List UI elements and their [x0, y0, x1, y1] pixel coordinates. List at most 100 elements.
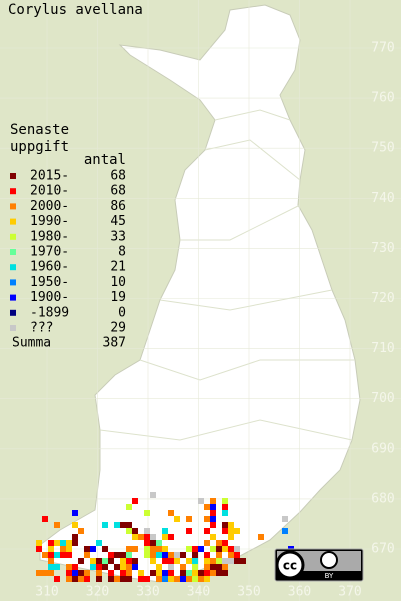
observation-square	[204, 564, 210, 570]
license-badge: cc BY	[274, 548, 364, 582]
observation-square	[120, 570, 126, 576]
observation-square	[204, 504, 210, 510]
observation-square	[222, 522, 228, 528]
observation-square	[156, 564, 162, 570]
observation-square	[96, 540, 102, 546]
observation-square	[150, 492, 156, 498]
observation-square	[126, 552, 132, 558]
legend-count: 45	[110, 214, 126, 229]
observation-square	[162, 528, 168, 534]
observation-square	[180, 552, 186, 558]
observation-square	[150, 534, 156, 540]
observation-square	[186, 576, 192, 582]
observation-square	[240, 558, 246, 564]
observation-square	[102, 522, 108, 528]
observation-square	[216, 558, 222, 564]
observation-square	[168, 534, 174, 540]
observation-square	[204, 552, 210, 558]
observation-square	[180, 576, 186, 582]
legend-label: ???	[30, 321, 53, 336]
observation-square	[228, 528, 234, 534]
observation-square	[102, 546, 108, 552]
observation-square	[216, 552, 222, 558]
x-axis-label: 370	[338, 585, 361, 600]
observation-square	[132, 534, 138, 540]
legend-label: 2000-	[30, 199, 69, 214]
observation-square	[66, 570, 72, 576]
observation-square	[204, 558, 210, 564]
observation-square	[48, 564, 54, 570]
observation-square	[48, 552, 54, 558]
observation-square	[186, 558, 192, 564]
observation-square	[180, 564, 186, 570]
observation-square	[66, 564, 72, 570]
observation-square	[84, 552, 90, 558]
observation-square	[126, 558, 132, 564]
legend-swatch	[10, 309, 16, 316]
observation-square	[48, 540, 54, 546]
observation-square	[84, 546, 90, 552]
land	[39, 4, 361, 583]
observation-square	[72, 564, 78, 570]
legend-label: 1980-	[30, 229, 69, 244]
observation-square	[180, 570, 186, 576]
observation-square	[78, 576, 84, 582]
legend-swatch	[10, 279, 16, 286]
observation-square	[216, 570, 222, 576]
legend-count: 0	[118, 305, 126, 320]
title: Corylus avellana	[8, 2, 143, 18]
observation-square	[108, 558, 114, 564]
observation-square	[90, 558, 96, 564]
observation-square	[54, 576, 60, 582]
observation-square	[150, 546, 156, 552]
observation-square	[216, 540, 222, 546]
observation-square	[204, 576, 210, 582]
observation-square	[108, 552, 114, 558]
observation-square	[60, 552, 66, 558]
observation-square	[126, 546, 132, 552]
legend-label: 2015-	[30, 169, 69, 184]
observation-square	[204, 516, 210, 522]
observation-square	[120, 522, 126, 528]
observation-square	[126, 528, 132, 534]
observation-square	[132, 498, 138, 504]
legend-swatch	[10, 233, 16, 240]
legend-count: 19	[110, 290, 126, 305]
legend-swatch	[10, 325, 16, 331]
observation-square	[108, 576, 114, 582]
observation-square	[162, 576, 168, 582]
y-axis-label: 680	[371, 491, 394, 506]
legend-swatch	[10, 294, 16, 301]
legend-label: 1970-	[30, 245, 69, 260]
observation-square	[222, 558, 228, 564]
legend-title: uppgift	[10, 139, 69, 155]
observation-square	[168, 570, 174, 576]
observation-square	[210, 558, 216, 564]
observation-square	[222, 570, 228, 576]
observation-square	[72, 540, 78, 546]
observation-square	[126, 504, 132, 510]
observation-square	[192, 564, 198, 570]
legend-count: 86	[110, 199, 126, 214]
observation-square	[126, 576, 132, 582]
observation-square	[228, 552, 234, 558]
observation-square	[72, 522, 78, 528]
observation-square	[222, 564, 228, 570]
observation-square	[114, 522, 120, 528]
observation-square	[198, 576, 204, 582]
observation-square	[126, 564, 132, 570]
legend-count: 8	[118, 245, 126, 260]
y-axis-label: 720	[371, 291, 394, 306]
observation-square	[54, 540, 60, 546]
observation-square	[120, 558, 126, 564]
observation-square	[54, 564, 60, 570]
total-label: Summa	[12, 336, 51, 351]
observation-square	[282, 528, 288, 534]
y-axis-label: 710	[371, 341, 394, 356]
observation-square	[222, 540, 228, 546]
y-axis-label: 740	[371, 191, 394, 206]
observation-square	[84, 576, 90, 582]
observation-square	[78, 528, 84, 534]
